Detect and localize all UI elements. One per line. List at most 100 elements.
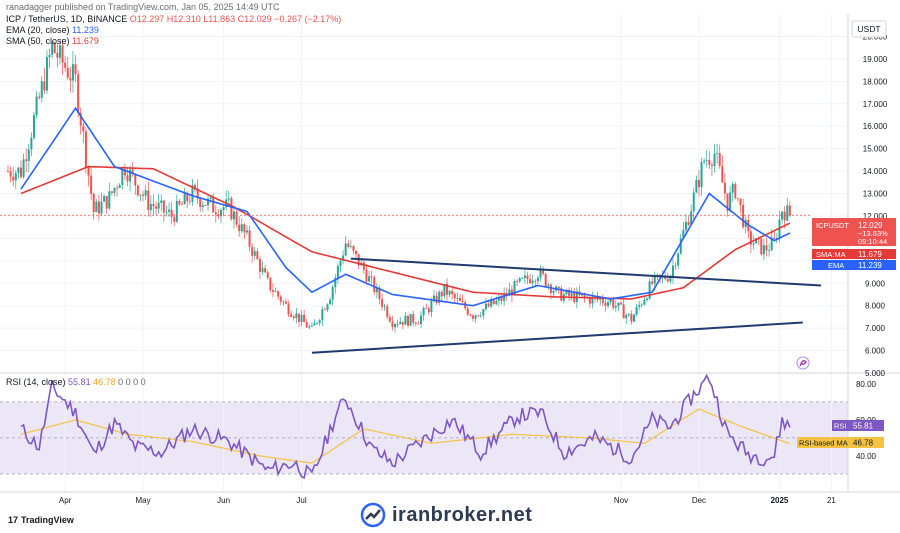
sma-tag: SMA:MA 11.679 [812,249,896,259]
tradingview-brand[interactable]: 17 TradingView [8,515,74,525]
candle-body [329,299,332,305]
candle-body [316,323,319,324]
candle-body [344,243,347,256]
candle-body [445,283,448,295]
candle-body [435,295,438,303]
candle-body [456,297,459,299]
time-tick: Nov [614,496,628,505]
candle-body [53,42,56,53]
currency-box[interactable] [851,20,887,38]
candle-body [788,205,791,216]
tradingview-icon: 17 [8,515,19,525]
candle-body [142,194,145,196]
candle-body [599,299,602,301]
ema-legend[interactable]: EMA (20, close) 11.239 [6,25,99,35]
countdown: 09:10:44 [858,237,887,246]
price-tick: 12.000 [863,212,888,221]
candle-body [362,262,365,270]
last-change: −13.63% [858,229,888,238]
price-tick: 8.000 [865,302,886,311]
candle-body [381,299,384,307]
candle-body [674,265,677,267]
ema-tag: EMA 11.239 [812,260,896,270]
candle-body [607,302,610,306]
candle-body [178,200,181,205]
svg-text:RSI: RSI [834,422,847,431]
spiral-icon[interactable] [796,356,810,370]
rsi-ma-line [20,408,791,464]
candle-body [149,203,152,210]
candle-body [448,290,451,295]
sma-line [20,165,791,300]
candle-body [212,197,215,213]
candle-body [271,290,274,292]
rsi-band [0,401,848,474]
candle-body [66,67,69,78]
candle-body [222,207,225,210]
symbol-name[interactable]: ICP / TetherUS, 1D, BINANCE [6,14,128,24]
candle-body [695,180,698,193]
candle-body [310,325,313,327]
candle-body [682,230,685,239]
candle-body [492,300,495,305]
candle-body [284,301,287,304]
candle-body [783,211,786,221]
candle-body [58,45,61,58]
candle-body [781,211,784,220]
candle-body [43,81,46,91]
time-tick: Jul [296,496,306,505]
candle-body [45,57,48,91]
candle-body [25,159,28,162]
price-tick: 16.000 [863,122,888,131]
candle-body [181,204,184,205]
candle-body [48,54,51,58]
candle-body [601,299,604,304]
candle-body [342,255,345,261]
candle-body [718,153,721,167]
candle-body [282,301,285,303]
time-tick: 2025 [771,496,789,505]
candle-body [713,153,716,166]
candle-body [368,276,371,282]
candle-body [12,176,15,181]
svg-text:46.78: 46.78 [853,439,874,448]
candle-body [427,308,430,313]
candle-body [194,185,197,189]
candle-body [204,205,207,207]
candle-body [526,275,529,280]
sma-legend[interactable]: SMA (50, close) 11.679 [6,36,99,46]
candle-body [56,52,59,58]
ohlc-values: O12.297 H12.310 L11.863 C12.029 −0.267 (… [129,14,342,24]
candle-body [697,180,700,188]
candle-body [742,204,745,228]
candle-body [105,195,108,209]
candle-body [388,316,391,322]
candle-body [521,277,524,279]
candle-body [620,302,623,305]
candle-body [113,187,116,193]
candle-body [425,307,428,309]
rsi-legend[interactable]: RSI (14, close) 55.81 46.78 0 0 0 0 [6,377,146,387]
candle-body [207,198,210,206]
candle-body [292,316,295,319]
candle-body [321,309,324,321]
candle-body [633,314,636,322]
candle-body [258,259,261,272]
candle-body [609,299,612,303]
candle-body [622,304,625,319]
candle-body [365,269,368,282]
candle-body [477,315,480,317]
candle-body [373,277,376,293]
candle-body [92,193,95,213]
candle-body [136,185,139,196]
time-axis[interactable]: Apr May Jun Jul Nov Dec 2025 21 [59,496,836,505]
candle-body [653,275,656,284]
candle-body [152,203,155,207]
candle-body [227,198,230,200]
candle-body [453,294,456,299]
candle-body [422,307,425,316]
candle-body [570,292,573,296]
candle-body [640,304,643,306]
candle-body [349,245,352,247]
